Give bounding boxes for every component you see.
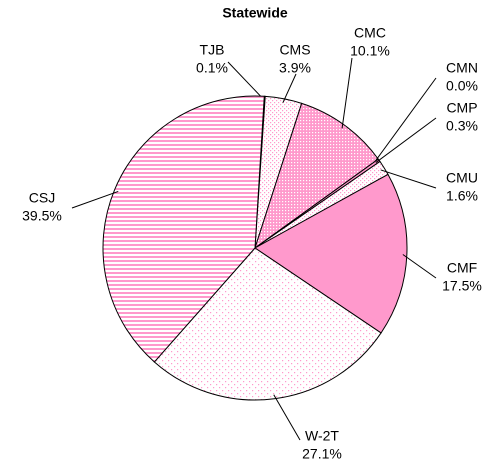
leader-line bbox=[374, 77, 437, 162]
leader-line bbox=[227, 61, 265, 101]
leader-line bbox=[273, 394, 301, 441]
chart-title: Statewide bbox=[222, 5, 288, 21]
slice-value-label: 0.1% bbox=[196, 60, 228, 76]
slice-value-label: 3.9% bbox=[279, 60, 311, 76]
slice-value-label: 39.5% bbox=[22, 208, 62, 224]
slice-value-label: 0.0% bbox=[446, 78, 478, 94]
slice-label: CMU bbox=[446, 170, 478, 186]
leader-line bbox=[71, 190, 119, 209]
slice-value-label: 0.3% bbox=[446, 118, 478, 134]
slice-value-label: 1.6% bbox=[446, 188, 478, 204]
leader-line bbox=[380, 169, 437, 189]
leader-line bbox=[375, 117, 437, 163]
slice-label: TJB bbox=[200, 42, 225, 58]
leader-line bbox=[282, 73, 297, 103]
slice-label: CMC bbox=[354, 25, 386, 41]
slice-label: CSJ bbox=[29, 190, 55, 206]
slice-label: CMN bbox=[446, 60, 478, 76]
pie-slice bbox=[254, 102, 379, 250]
slice-label: W-2T bbox=[305, 428, 339, 444]
pie-slice bbox=[153, 247, 382, 401]
slice-label: CMP bbox=[446, 100, 477, 116]
slice-label: CMS bbox=[279, 42, 310, 58]
pie-slice bbox=[254, 173, 408, 334]
slice-label: CMF bbox=[447, 260, 477, 276]
leader-line bbox=[341, 57, 353, 129]
leader-line bbox=[402, 254, 437, 279]
slice-value-label: 27.1% bbox=[302, 446, 342, 462]
pie-slice bbox=[102, 95, 265, 363]
slice-value-label: 10.1% bbox=[350, 43, 390, 59]
slice-value-label: 17.5% bbox=[442, 278, 482, 294]
